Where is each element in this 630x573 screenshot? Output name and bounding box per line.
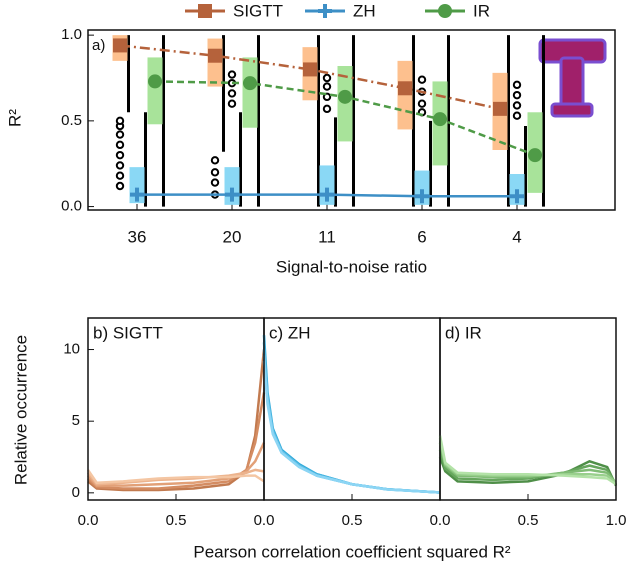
x-tick-label: 0.5: [342, 512, 363, 529]
density-curve: [438, 449, 618, 485]
x-axis-label: Pearson correlation coefficient squared …: [193, 542, 511, 561]
density-curve: [262, 335, 441, 494]
median-marker: [415, 189, 429, 204]
panel-label: a): [92, 37, 105, 54]
median-marker: [493, 101, 507, 116]
outlier: [227, 89, 237, 98]
outlier: [417, 75, 427, 84]
legend-item: IR: [425, 1, 490, 20]
legend-label: IR: [473, 1, 490, 20]
median-marker: [338, 89, 352, 104]
outlier: [115, 130, 125, 139]
density-curve: [262, 342, 441, 494]
median-marker: [243, 76, 257, 91]
x-tick-label: 0.5: [518, 512, 539, 529]
x-axis-label: Signal-to-noise ratio: [276, 257, 427, 276]
median-marker: [130, 187, 144, 202]
y-axis-label: Relative occurrence: [11, 335, 30, 485]
median-marker: [113, 38, 127, 53]
median-marker: [198, 4, 212, 18]
outlier: [512, 80, 522, 90]
x-tick-label: 20: [223, 227, 242, 246]
y-tick-label: 5: [72, 412, 80, 429]
outlier: [227, 70, 237, 79]
box: [147, 57, 163, 125]
density-curve: [438, 435, 617, 486]
box: [242, 57, 258, 128]
density-curve: [86, 469, 265, 485]
outlier: [417, 99, 427, 108]
median-line: [119, 44, 501, 111]
y-tick-label: 0.0: [61, 198, 82, 215]
outlier: [322, 82, 332, 91]
median-marker: [398, 81, 412, 96]
plot-frame: [87, 29, 616, 211]
median-marker: [318, 4, 332, 18]
density-curve: [87, 392, 266, 490]
outlier: [115, 140, 125, 150]
median-marker: [528, 148, 542, 163]
outlier: [115, 181, 125, 191]
outlier: [322, 73, 332, 83]
y-tick-label: 10: [63, 340, 80, 357]
panel-label: d) IR: [445, 323, 482, 342]
outlier: [115, 150, 125, 160]
outlier: [210, 178, 220, 187]
outlier: [512, 101, 522, 110]
y-tick-label: 0: [72, 484, 80, 501]
median-marker: [320, 187, 334, 202]
density-curve: [87, 442, 266, 487]
density-curve: [87, 349, 266, 492]
x-tick-label: 0.5: [166, 512, 187, 529]
outlier: [512, 111, 522, 120]
outlier: [115, 116, 125, 126]
x-tick-label: 6: [417, 227, 426, 246]
panel-label: c) ZH: [269, 323, 311, 342]
panel-label: b) SIGTT: [93, 323, 163, 342]
inset-logo: [538, 38, 607, 118]
x-tick-label: 0.0: [78, 512, 99, 529]
outlier: [210, 168, 220, 177]
median-marker: [225, 187, 239, 202]
plot-frame: [263, 317, 441, 501]
x-tick-label: 0.0: [430, 512, 451, 529]
x-tick-label: 36: [128, 227, 147, 246]
density-curve: [87, 468, 265, 486]
x-tick-label: 0.0: [254, 512, 275, 529]
legend-item: ZH: [305, 1, 376, 20]
y-tick-label: 0.5: [61, 112, 82, 129]
median-marker: [433, 112, 447, 127]
legend-label: ZH: [353, 1, 376, 20]
median-marker: [510, 189, 524, 204]
plot-frame: [87, 317, 265, 501]
median-marker: [208, 48, 222, 63]
outlier: [322, 104, 332, 114]
y-tick-label: 1.0: [61, 26, 82, 43]
median-marker: [438, 4, 452, 18]
y-axis-label: R²: [5, 109, 24, 127]
outlier: [210, 156, 220, 165]
density-curve: [262, 349, 441, 494]
legend-label: SIGTT: [233, 1, 283, 20]
x-tick-label: 4: [512, 227, 521, 246]
legend-item: SIGTT: [185, 1, 283, 20]
density-curve: [262, 360, 441, 494]
outlier: [115, 171, 125, 180]
median-marker: [148, 74, 162, 89]
density-curve: [438, 456, 618, 487]
outlier: [512, 90, 522, 100]
median-marker: [303, 62, 317, 77]
outlier: [227, 99, 237, 108]
outlier: [115, 161, 125, 170]
density-curve: [262, 355, 441, 494]
x-tick-label: 11: [318, 227, 336, 246]
x-tick-label: 1.0: [606, 512, 627, 529]
